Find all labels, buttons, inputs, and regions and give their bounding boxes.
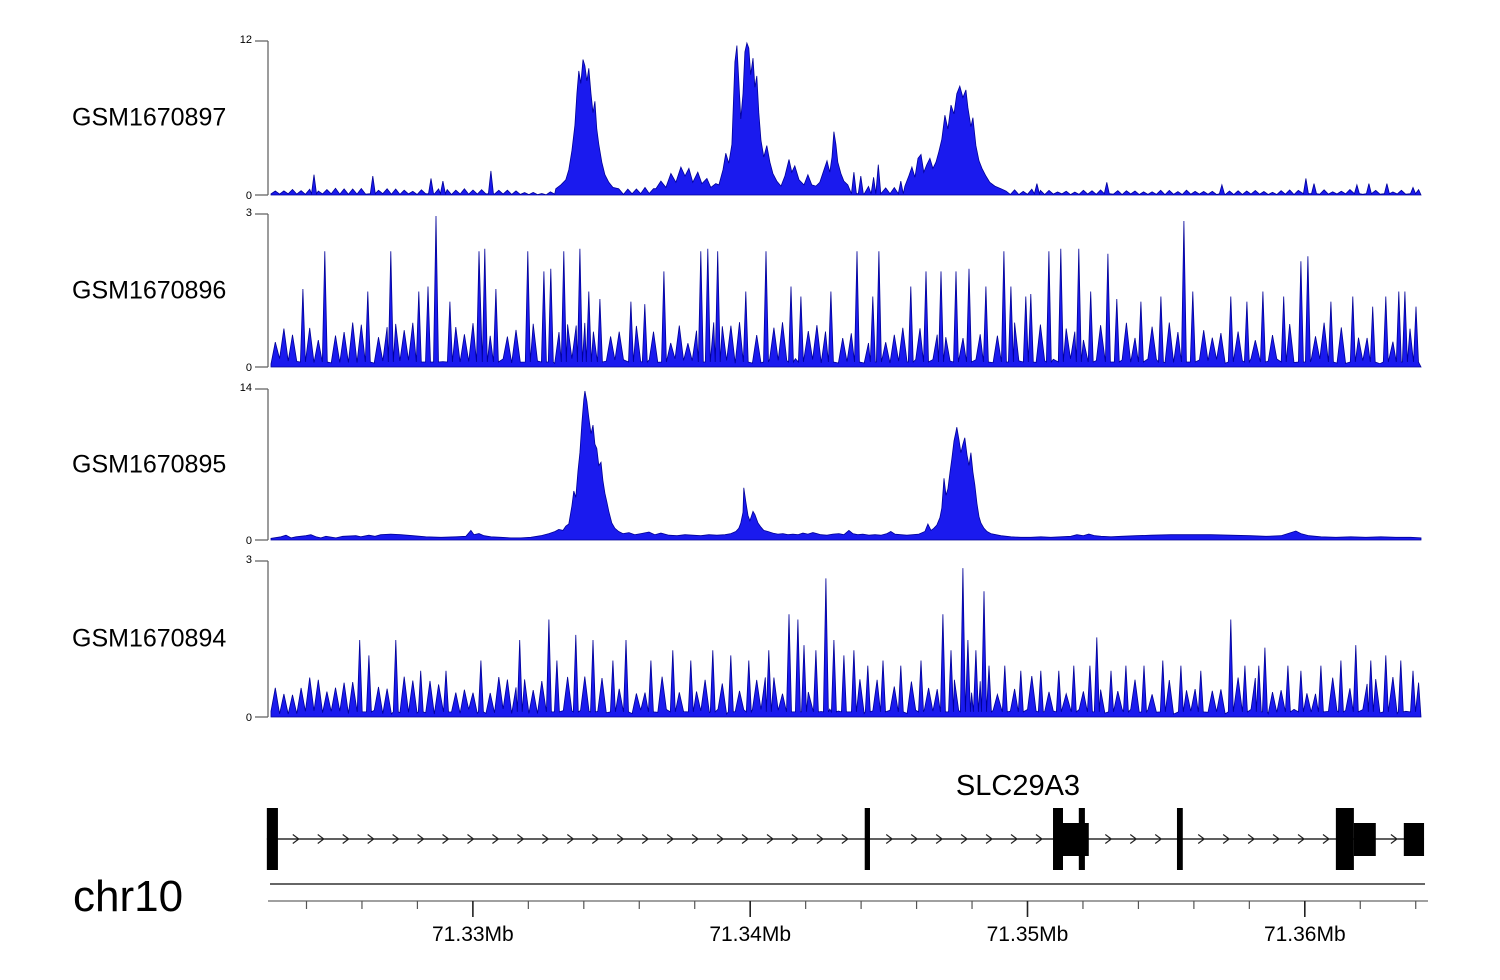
track-label: GSM1670897: [72, 103, 227, 132]
track-row-gsm1670897: GSM1670897 12 0: [0, 34, 1500, 202]
track-row-gsm1670894: GSM1670894 3 0: [0, 554, 1500, 724]
y-axis-max-label: 12: [239, 34, 252, 46]
axis-tick-label: 71.33Mb: [432, 923, 514, 946]
y-axis-max-label: 14: [239, 382, 252, 394]
axis-tick-label: 71.34Mb: [709, 923, 791, 946]
track-label: GSM1670894: [72, 624, 227, 653]
y-axis-max-label: 3: [245, 207, 252, 219]
y-axis-zero-label: 0: [245, 712, 252, 724]
track-label: GSM1670895: [72, 450, 227, 478]
y-axis-zero-label: 0: [245, 362, 252, 374]
chromosome-label: chr10: [73, 872, 184, 921]
track-row-gsm1670896: GSM1670896 3 0: [0, 207, 1500, 374]
coverage-signal-plot: [255, 40, 1422, 196]
track-label: GSM1670896: [72, 276, 227, 304]
coverage-signal-plot: [255, 213, 1422, 368]
y-axis-zero-label: 0: [245, 190, 252, 202]
gene-name-label: SLC29A3: [955, 770, 1081, 802]
y-axis-max-label: 3: [245, 554, 252, 566]
axis-tick-label: 71.36Mb: [1264, 923, 1346, 946]
coverage-signal-plot: [255, 388, 1422, 541]
gene-model-and-genome-axis: 71.33Mb 71.34Mb 71.35Mb 71.36Mb: [266, 808, 1428, 946]
track-row-gsm1670895: GSM1670895 14 0: [0, 382, 1500, 547]
coverage-signal-plot: [255, 560, 1422, 718]
y-axis-zero-label: 0: [245, 535, 252, 547]
axis-tick-label: 71.35Mb: [987, 923, 1069, 946]
